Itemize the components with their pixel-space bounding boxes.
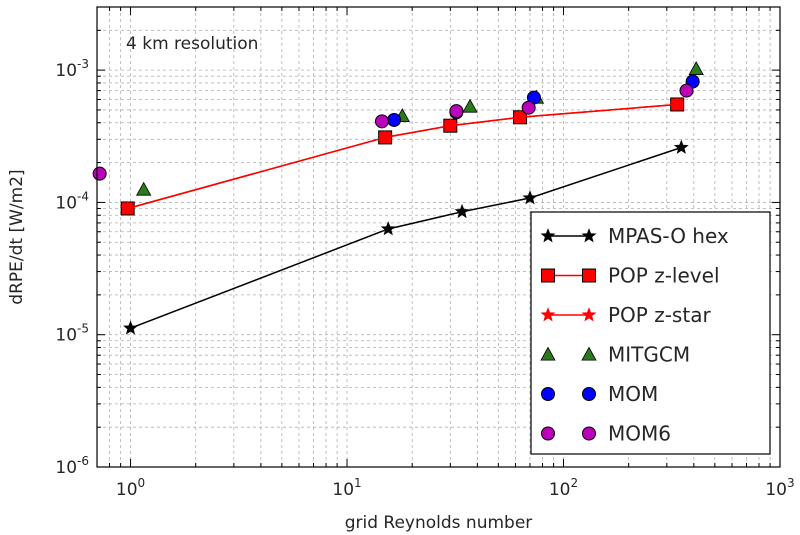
- legend-label: MITGCM: [608, 343, 690, 367]
- y-tick-label: 10-4: [55, 189, 89, 213]
- legend-marker: [541, 426, 555, 441]
- data-point: [669, 96, 685, 111]
- legend-marker: [582, 268, 596, 283]
- legend-label: MOM: [608, 382, 658, 406]
- data-point: [462, 98, 478, 113]
- legend-marker: [582, 387, 596, 401]
- tick-labels: 100 101 102 103 10-6 10-5 10-4 10-3: [55, 57, 794, 500]
- data-point: [522, 190, 538, 205]
- data-point: [123, 320, 138, 335]
- x-tick-label: 103: [765, 476, 794, 500]
- x-tick-label: 101: [332, 476, 361, 500]
- series-mpas-o-hex: [123, 139, 689, 335]
- legend-marker: [582, 426, 596, 441]
- plot-frame: [96, 6, 781, 468]
- data-point: [454, 203, 470, 219]
- legend-marker: [581, 228, 597, 243]
- data-point: [449, 104, 464, 119]
- data-point: [92, 166, 107, 181]
- data-point: [512, 109, 528, 124]
- data-point: [377, 129, 393, 144]
- legend-box: [530, 211, 771, 455]
- legend-marker: [541, 268, 555, 283]
- chart-annotation: 4 km resolution: [126, 34, 258, 54]
- y-axis-label: dRPE/dt [W/m2]: [7, 169, 27, 304]
- legend-label: POP z-star: [608, 303, 711, 327]
- legend-label: MPAS-O hex: [608, 224, 729, 248]
- legend-marker: [541, 387, 555, 401]
- legend-marker: [540, 346, 556, 361]
- y-tick-label: 10-3: [55, 57, 89, 81]
- data-point: [374, 114, 389, 129]
- legend-marker: [581, 307, 597, 322]
- legend-marker: [540, 228, 556, 243]
- x-tick-label: 102: [549, 476, 578, 500]
- data-point: [120, 200, 136, 215]
- legend-label: POP z-level: [608, 264, 720, 288]
- series-mitgcm: [135, 61, 704, 196]
- x-tick-label: 100: [116, 476, 145, 500]
- data-point: [679, 83, 694, 98]
- data-point: [380, 221, 396, 236]
- series-pop-z-star: [120, 96, 685, 215]
- legend-label: MOM6: [608, 422, 671, 446]
- y-tick-label: 10-6: [55, 454, 89, 478]
- x-axis-label: grid Reynolds number: [345, 513, 533, 533]
- legend: MPAS-O hex POP z-level POP z-star MITGCM MOM…: [530, 211, 771, 455]
- data-point: [135, 181, 152, 196]
- series-layer: [92, 61, 704, 335]
- legend-marker: [581, 346, 597, 361]
- data-point: [521, 100, 536, 115]
- minor-ticks: [96, 6, 781, 468]
- y-tick-label: 10-5: [55, 322, 89, 346]
- data-point: [688, 61, 704, 75]
- data-point: [442, 117, 458, 133]
- data-point: [673, 139, 689, 154]
- data-point: [387, 112, 402, 127]
- series-mom6: [92, 83, 694, 181]
- legend-marker: [540, 307, 556, 322]
